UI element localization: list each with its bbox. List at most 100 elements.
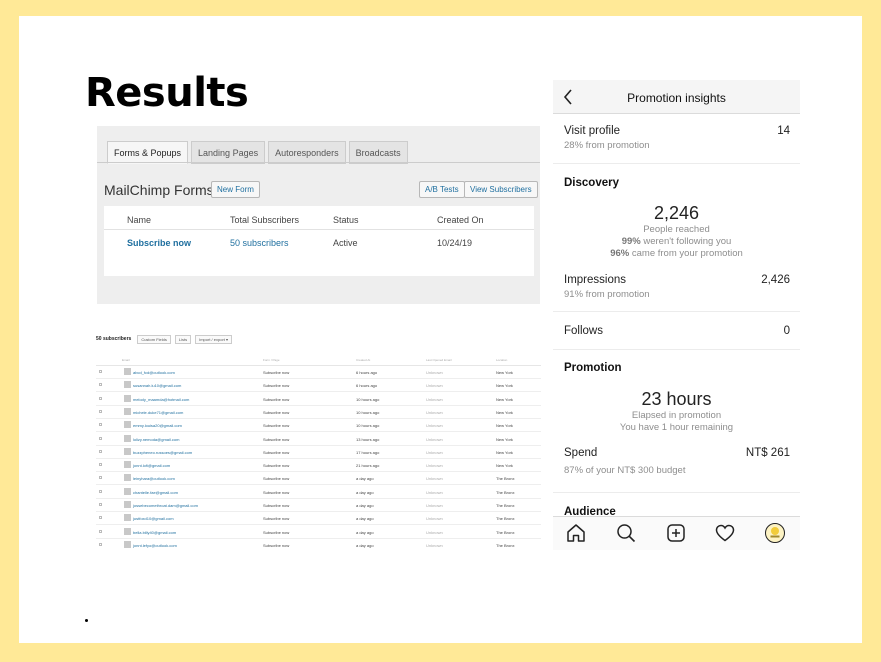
subscriber-form: Subscribe now (263, 409, 290, 415)
view-subscribers-button[interactable]: View Subscribers (464, 181, 538, 198)
divider (553, 492, 800, 493)
table-row[interactable]: justfoxd10@gmail.com Subscribe now a day a… (96, 512, 541, 526)
subscriber-avatar (124, 381, 131, 389)
row-checkbox[interactable] (99, 396, 102, 400)
subscriber-location: New York (496, 396, 513, 402)
form-status: Active (333, 238, 358, 248)
home-icon[interactable] (565, 522, 587, 544)
import-export-button[interactable]: Import / export ▾ (195, 334, 233, 344)
subscriber-form: Subscribe now (263, 449, 290, 455)
table-row[interactable]: lolizy.nemoda@gmail.com Subscribe now 13 h… (96, 433, 541, 446)
table-row[interactable]: michele.duke71@gmail.com Subscribe now 10 … (96, 406, 541, 419)
spend-value: NT$ 261 (745, 447, 790, 459)
row-checkbox[interactable] (99, 489, 102, 493)
subscriber-email[interactable]: leinyhara@outlook.com (133, 476, 175, 482)
subscriber-avatar (124, 421, 131, 429)
subscriber-email[interactable]: chantelle.fae@gmail.com (133, 489, 178, 495)
row-checkbox[interactable] (99, 370, 102, 373)
subscriber-created: 21 hours ago (356, 463, 380, 469)
subscriber-email[interactable]: justfoxd10@gmail.com (133, 516, 174, 522)
subscriber-last-opened: Unknown (426, 383, 443, 389)
subscriber-email[interactable]: bella.billy40@gmail.com (133, 529, 177, 535)
subscriber-created: a day ago (356, 476, 374, 482)
subscriber-created: 10 hours ago (356, 409, 380, 415)
subscriber-last-opened: Unknown (426, 542, 443, 548)
subscriber-location: The Bronx (496, 476, 515, 482)
table-row[interactable]: chantelle.fae@gmail.com Subscribe now a da… (96, 486, 541, 499)
divider (553, 349, 800, 350)
form-subscribers-link[interactable]: 50 subscribers (230, 238, 289, 248)
column-header-last-opened: Last Opened Email (426, 358, 452, 362)
table-row[interactable]: bella.billy40@gmail.com Subscribe now a da… (96, 526, 541, 539)
heart-icon[interactable] (714, 522, 736, 544)
subscriber-email[interactable]: emmy.louisa20@gmail.com (133, 423, 182, 429)
subscriber-email[interactable]: lolizy.nemoda@gmail.com (133, 436, 180, 442)
table-row[interactable]: leinyhara@outlook.com Subscribe now a day … (96, 472, 541, 486)
ab-tests-button[interactable]: A/B Tests (419, 181, 465, 198)
subscriber-email[interactable]: buzzpheneo.russoes@gmail.com (133, 449, 193, 455)
subscriber-location: New York (496, 370, 513, 375)
subscriber-location: New York (496, 423, 513, 429)
mailchimp-tabs: Forms & Popups Landing Pages Autorespond… (107, 141, 408, 164)
chevron-left-icon[interactable] (562, 88, 574, 106)
row-checkbox[interactable] (99, 542, 102, 546)
row-checkbox[interactable] (99, 529, 102, 533)
subscriber-email[interactable]: susannah.lu10@gmail.com (133, 383, 182, 389)
subscriber-email[interactable]: abcd_fcd@outlook.com (133, 370, 175, 375)
spend-label: Spend (564, 447, 598, 459)
subscribers-toolbar: 50 subscribers Custom Fields Lists Impor… (96, 333, 233, 345)
row-checkbox[interactable] (99, 476, 102, 480)
subscriber-location: The Bronx (496, 503, 515, 508)
people-reached-label: People reached (643, 224, 710, 235)
subscriber-location: New York (496, 383, 513, 389)
row-checkbox[interactable] (99, 423, 102, 427)
table-row[interactable]: jonnt.lefyo@outlook.com Subscribe now a da… (96, 539, 541, 550)
tab-forms-popups[interactable]: Forms & Popups (107, 141, 189, 164)
subscriber-location: The Bronx (496, 529, 515, 535)
lists-button[interactable]: Lists (174, 334, 192, 344)
new-form-button[interactable]: New Form (211, 181, 260, 198)
row-checkbox[interactable] (99, 409, 102, 413)
row-checkbox[interactable] (99, 383, 102, 387)
subscriber-avatar (124, 540, 131, 548)
table-row[interactable]: melody_maamda@hotmail.com Subscribe now 10… (96, 393, 541, 406)
subscriber-email[interactable]: melody_maamda@hotmail.com (133, 396, 190, 402)
row-checkbox[interactable] (99, 503, 102, 506)
from-promotion-line: 96% came from your promotion (553, 248, 800, 260)
subscriber-email[interactable]: jossebecomethroat.dam@gmail.com (133, 503, 198, 508)
subscriber-avatar (124, 487, 131, 495)
forms-table: Name Total Subscribers Status Created On… (104, 206, 534, 276)
tab-autoresponders[interactable]: Autoresponders (268, 141, 346, 164)
subscriber-avatar (124, 368, 131, 375)
row-checkbox[interactable] (99, 436, 102, 440)
add-post-icon[interactable] (665, 522, 687, 544)
subscriber-email[interactable]: michele.duke71@gmail.com (133, 409, 184, 415)
table-row[interactable]: emmy.louisa20@gmail.com Subscribe now 10 h… (96, 419, 541, 433)
table-row[interactable]: jonnt.lofi@gmail.com Subscribe now 21 hour… (96, 459, 541, 473)
table-row[interactable]: jossebecomethroat.dam@gmail.com Subscribe… (96, 499, 541, 512)
table-row[interactable]: abcd_fcd@outlook.com Subscribe now 6 hours… (96, 366, 541, 379)
form-name-link[interactable]: Subscribe now (127, 238, 192, 248)
elapsed-label: Elapsed in promotion (631, 410, 722, 421)
row-checkbox[interactable] (99, 516, 102, 520)
subscriber-form: Subscribe now (263, 529, 290, 535)
search-icon[interactable] (615, 522, 637, 544)
subscriber-created: 6 hours ago (356, 370, 378, 375)
subscriber-last-opened: Unknown (426, 489, 443, 495)
table-row[interactable]: buzzpheneo.russoes@gmail.com Subscribe no… (96, 446, 541, 459)
subscriber-email[interactable]: jonnt.lefyo@outlook.com (133, 542, 177, 548)
subscriber-created: a day ago (356, 503, 374, 508)
subscriber-location: New York (496, 449, 513, 455)
subscriber-created: a day ago (356, 542, 374, 548)
row-checkbox[interactable] (99, 463, 102, 467)
custom-fields-button[interactable]: Custom Fields (137, 334, 171, 344)
row-checkbox[interactable] (99, 449, 102, 453)
table-row[interactable]: susannah.lu10@gmail.com Subscribe now 6 ho… (96, 379, 541, 393)
tab-landing-pages[interactable]: Landing Pages (191, 141, 266, 164)
subscriber-avatar (124, 474, 131, 482)
profile-avatar-icon[interactable] (764, 522, 786, 544)
subscriber-email[interactable]: jonnt.lofi@gmail.com (133, 463, 171, 469)
tab-broadcasts[interactable]: Broadcasts (348, 141, 408, 164)
spend-row: Spend NT$ 261 87% of your NT$ 300 budget (564, 447, 790, 476)
impressions-row: Impressions 2,426 91% from promotion (564, 274, 790, 300)
